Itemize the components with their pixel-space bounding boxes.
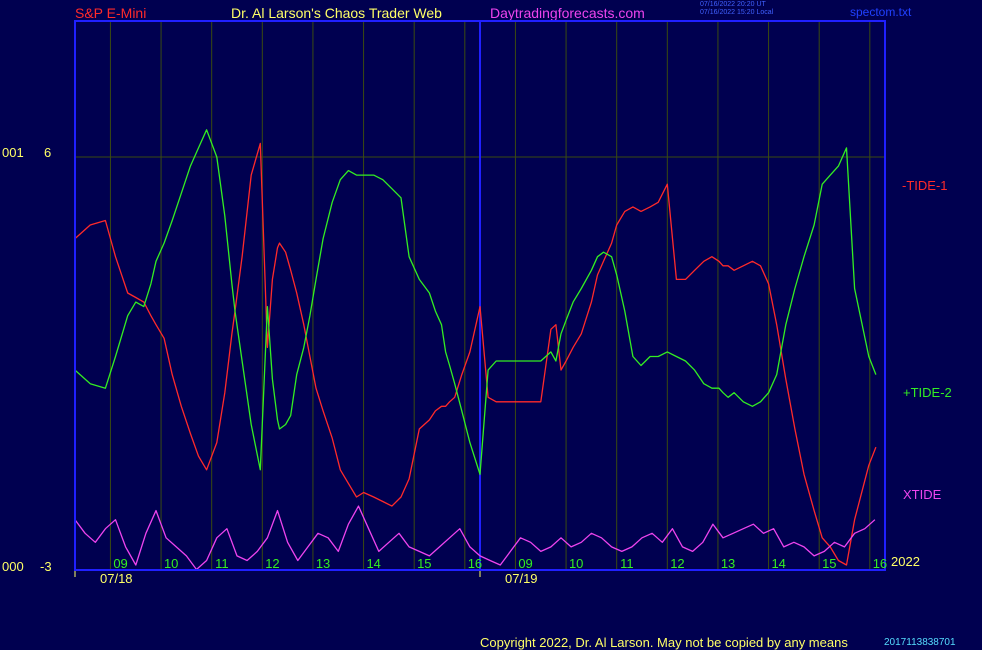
plot-frame <box>74 20 886 571</box>
series-line-tide-2 <box>74 129 877 475</box>
x-tick-label-date: 07/19 <box>505 571 538 586</box>
copyright-notice: Copyright 2022, Dr. Al Larson. May not b… <box>480 635 848 650</box>
y-axis-bottom-prefix: 000 <box>2 559 24 574</box>
timestamp-ut: 07/16/2022 20:20 UT <box>700 1 766 8</box>
x-axis: 09 10 11 12 13 14 15 16 09 10 11 12 13 14 15 16 07/18 07/… <box>74 556 887 586</box>
site-title: Dr. Al Larson's Chaos Trader Web <box>231 5 442 21</box>
x-tick-label-hour: 10 <box>569 556 583 571</box>
x-tick-label-hour: 14 <box>366 556 380 571</box>
site-url-link[interactable]: Daytradingforecasts.com <box>490 5 645 21</box>
series-label-tide2: +TIDE-2 <box>903 385 952 400</box>
x-tick-label-hour: 12 <box>670 556 684 571</box>
series-line-tide-1 <box>74 142 877 566</box>
version-code: 2017113838701 <box>884 637 956 648</box>
x-tick-label-hour: 13 <box>721 556 735 571</box>
series-label-xtide: XTIDE <box>903 487 942 502</box>
x-tick-label-date: 07/18 <box>100 571 133 586</box>
x-tick-label-hour: 09 <box>113 556 127 571</box>
x-tick-label-hour: 11 <box>620 556 634 571</box>
x-tick-label-hour: 16 <box>873 556 887 571</box>
x-tick-label-hour: 16 <box>468 556 482 571</box>
timestamp-local: 07/16/2022 15:20 Local <box>700 9 774 16</box>
data-filename: spectom.txt <box>850 5 912 19</box>
x-tick-label-hour: 12 <box>265 556 279 571</box>
x-tick-label-hour: 11 <box>215 556 229 571</box>
y-axis-top-prefix: 001 <box>2 145 24 160</box>
series-line-xtide <box>74 505 876 571</box>
x-tick-label-hour: 15 <box>822 556 836 571</box>
year-label: 2022 <box>891 554 920 569</box>
x-tick-label-hour: 10 <box>164 556 178 571</box>
x-tick-label-hour: 09 <box>518 556 532 571</box>
y-axis-top-value: 6 <box>44 145 52 160</box>
x-tick-label-hour: 14 <box>771 556 785 571</box>
series-lines <box>74 129 877 571</box>
x-tick-label-hour: 15 <box>417 556 431 571</box>
instrument-title: S&P E-Mini <box>75 5 147 21</box>
grid-lines <box>75 21 885 570</box>
x-tick-label-hour: 13 <box>316 556 330 571</box>
series-label-tide1: -TIDE-1 <box>902 178 948 193</box>
y-axis-bottom-value: -3 <box>40 559 52 574</box>
